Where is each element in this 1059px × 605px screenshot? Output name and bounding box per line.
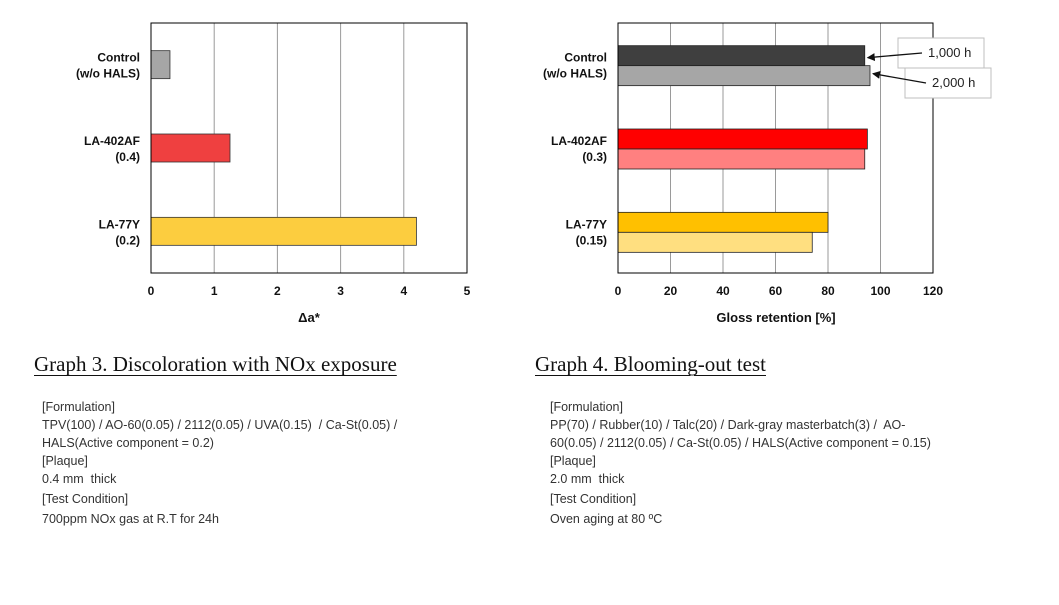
graph-3-category-sublabel: (0.4)	[115, 150, 140, 164]
graph-4-x-tick-label: 120	[923, 284, 943, 298]
graph-4-bar-series-1	[617, 211, 829, 233]
graph-3-x-tick-label: 0	[148, 284, 155, 298]
graph-4-bar-series-1	[617, 128, 868, 150]
formulation-line-2: HALS(Active component = 0.2)	[42, 436, 214, 450]
graph-3-category-sublabel: (w/o HALS)	[76, 67, 140, 81]
graph-4-category-sublabel: (0.3)	[582, 150, 607, 164]
graph-3-plot-frame	[150, 22, 468, 274]
plaque-value: 0.4 mm thick	[42, 472, 117, 486]
graph-4-category-label: LA-77Y	[566, 217, 607, 231]
graph-4-chart: Control (w/o HALS) LA-402AF (0.3) LA-77Y (0.1…	[543, 22, 992, 325]
graph-4-x-tick-label: 40	[716, 284, 730, 298]
condition-label: [Test Condition]	[550, 492, 637, 506]
formulation-line-1: PP(70) / Rubber(10) / Talc(20) / Dark-gr…	[550, 418, 906, 432]
graph-4-x-axis-label: Gloss retention [%]	[716, 310, 835, 325]
formulation-line-1: TPV(100) / AO-60(0.05) / 2112(0.05) / UV…	[42, 418, 398, 432]
formulation-label: [Formulation]	[550, 400, 623, 414]
graph-3-category-label: LA-77Y	[99, 217, 140, 231]
plaque-label: [Plaque]	[550, 454, 596, 468]
graph-4-callout-box	[897, 37, 985, 69]
graph-3-x-tick-label: 2	[274, 284, 281, 298]
graph-3-bar	[150, 133, 231, 163]
graph-3-chart: Control (w/o HALS) LA-402AF (0.4) LA-77Y (0.2…	[76, 22, 471, 325]
graph-3-notes: [Formulation] TPV(100) / AO-60(0.05) / 2…	[42, 398, 512, 528]
graph-4-plot-frame	[617, 22, 934, 274]
graph-4-bar-series-1	[617, 45, 866, 67]
graph-3-category-sublabel: (0.2)	[115, 233, 140, 247]
graph-3-panel: Control (w/o HALS) LA-402AF (0.4) LA-77Y (0.2…	[0, 0, 520, 605]
plaque-label: [Plaque]	[42, 454, 88, 468]
graph-3-bar	[150, 50, 171, 80]
graph-4-category-sublabel: (w/o HALS)	[543, 67, 607, 81]
graph-3-category-label: Control	[97, 51, 140, 65]
graph-3-title: Graph 3. Discoloration with NOx exposure	[34, 352, 397, 376]
graph-4-bar-series-2	[617, 65, 871, 87]
graph-4-panel: Control (w/o HALS) LA-402AF (0.3) LA-77Y (0.1…	[520, 0, 1059, 605]
graph-4-notes: [Formulation] PP(70) / Rubber(10) / Talc…	[550, 398, 1050, 528]
graph-3-x-tick-label: 3	[337, 284, 344, 298]
graph-4-x-tick-label: 60	[769, 284, 783, 298]
condition-label: [Test Condition]	[42, 492, 129, 506]
graph-4-callout-arrow	[872, 70, 927, 84]
graph-3-x-axis-label: Δa*	[298, 310, 321, 325]
graph-4-bar-series-2	[617, 148, 866, 170]
condition-value: Oven aging at 80 ºC	[550, 512, 663, 526]
graph-3-x-tick-label: 1	[211, 284, 218, 298]
graph-4-x-tick-label: 80	[821, 284, 835, 298]
graph-3-x-tick-label: 4	[400, 284, 407, 298]
graph-4-category-label: LA-402AF	[551, 134, 607, 148]
formulation-label: [Formulation]	[42, 400, 115, 414]
graph-4-callout-label: 1,000 h	[928, 45, 971, 60]
graph-4-callout-label: 2,000 h	[932, 75, 975, 90]
formulation-line-2: 60(0.05) / 2112(0.05) / Ca-St(0.05) / HA…	[550, 436, 931, 450]
graph-3-category-label: LA-402AF	[84, 134, 140, 148]
graph-4-category-sublabel: (0.15)	[576, 233, 607, 247]
graph-4-category-label: Control	[564, 51, 607, 65]
graph-3-x-tick-label: 5	[464, 284, 471, 298]
plaque-value: 2.0 mm thick	[550, 472, 625, 486]
graph-4-x-tick-label: 20	[664, 284, 678, 298]
graph-4-x-tick-label: 0	[615, 284, 622, 298]
graph-4-x-tick-label: 100	[870, 284, 890, 298]
graph-4-title: Graph 4. Blooming-out test	[535, 352, 766, 376]
graph-4-callout-arrow	[866, 52, 923, 62]
graph-3-bar	[150, 216, 417, 246]
graph-4-bar-series-2	[617, 231, 813, 253]
condition-value: 700ppm NOx gas at R.T for 24h	[42, 512, 219, 526]
graph-4-callout-box	[904, 67, 992, 99]
